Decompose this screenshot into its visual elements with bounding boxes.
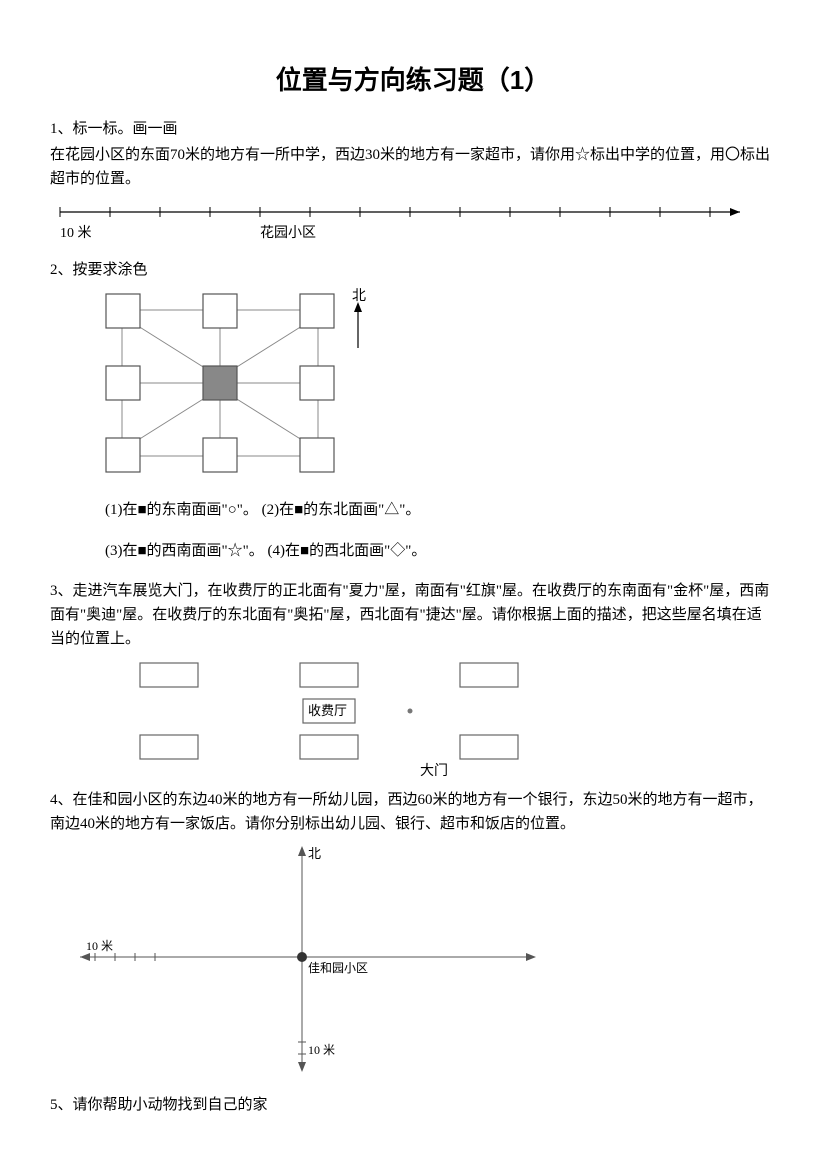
- q2-sub2: (3)在■的西南面画"☆"。 (4)在■的西北面画"◇"。: [105, 539, 776, 565]
- q2-sub1: (1)在■的东南面画"○"。 (2)在■的东北面画"△"。: [105, 498, 776, 524]
- q4-axes-svg: 北 佳和园小区 10 米 10 米: [50, 842, 550, 1082]
- q1-body: 在花园小区的东面70米的地方有一所中学，西边30米的地方有一家超市，请你用☆标出…: [50, 143, 776, 191]
- q4-scale-x-label: 10 米: [86, 939, 113, 953]
- q4-scale-y-label: 10 米: [308, 1043, 335, 1057]
- q2-grid-svg: 北: [100, 288, 400, 478]
- q4-axes-figure: 北 佳和园小区 10 米 10 米: [50, 842, 776, 1087]
- fee-hall-label: 收费厅: [308, 703, 347, 718]
- q4-north-label: 北: [308, 846, 321, 861]
- q5-body: 5、请你帮助小动物找到自己的家: [50, 1093, 776, 1117]
- axis-origin-label: 花园小区: [260, 225, 316, 241]
- worksheet-page: 位置与方向练习题（1） 1、标一标。画一画 在花园小区的东面70米的地方有一所中…: [0, 0, 826, 1169]
- dot-icon: [408, 709, 413, 714]
- q4-body: 4、在佳和园小区的东边40米的地方有一所幼儿园，西边60米的地方有一个银行，东边…: [50, 788, 776, 836]
- q4-origin-label: 佳和园小区: [308, 961, 368, 975]
- gate-label: 大门: [420, 763, 448, 777]
- numberline-svg: 10 米 花园小区: [50, 197, 750, 247]
- q3-body: 3、走进汽车展览大门，在收费厅的正北面有"夏力"屋，南面有"红旗"屋。在收费厅的…: [50, 579, 776, 651]
- q3-layout-figure: 收费厅 大门: [130, 657, 776, 782]
- q3-layout-svg: 收费厅 大门: [130, 657, 570, 777]
- q1-numberline-figure: 10 米 花园小区: [50, 197, 776, 252]
- origin-dot-icon: [297, 952, 307, 962]
- q2-grid-figure: 北: [100, 288, 776, 483]
- page-title: 位置与方向练习题（1）: [50, 60, 776, 97]
- q1-heading: 1、标一标。画一画: [50, 117, 776, 141]
- axis-10m-label: 10 米: [60, 225, 92, 241]
- north-label: 北: [352, 288, 366, 304]
- q2-heading: 2、按要求涂色: [50, 258, 776, 282]
